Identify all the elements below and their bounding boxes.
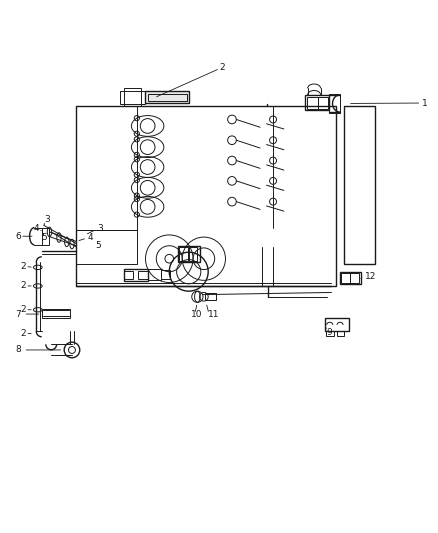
Bar (179, 247, 188, 261)
Bar (205, 293, 216, 300)
Bar (350, 273, 359, 282)
Text: 12: 12 (365, 272, 377, 281)
Bar (326, 330, 334, 336)
Bar (305, 95, 329, 110)
Bar (76, 230, 137, 264)
Text: 1: 1 (422, 99, 428, 108)
Text: 9: 9 (326, 328, 332, 337)
Bar (341, 273, 350, 282)
Text: 6: 6 (15, 232, 21, 241)
Text: 2: 2 (20, 262, 26, 271)
Bar (124, 88, 141, 107)
Bar (337, 330, 344, 336)
Bar (76, 107, 137, 230)
Bar (340, 272, 361, 284)
Bar (161, 270, 170, 279)
Text: 3: 3 (44, 215, 49, 224)
Bar (124, 269, 148, 281)
Bar (344, 107, 374, 264)
Bar (307, 96, 318, 109)
Bar (138, 271, 148, 279)
Text: 10: 10 (191, 310, 202, 319)
Bar (42, 309, 70, 318)
Bar (145, 91, 189, 103)
Text: 7: 7 (15, 310, 21, 319)
Text: 5: 5 (96, 241, 102, 250)
Bar (148, 269, 161, 280)
Bar (325, 318, 349, 332)
Text: 2: 2 (20, 329, 26, 338)
Bar (329, 93, 340, 113)
Bar (42, 228, 49, 245)
Text: 5: 5 (42, 232, 47, 241)
Bar (178, 246, 200, 262)
Bar (318, 96, 328, 109)
Bar (148, 93, 187, 101)
Bar (189, 247, 198, 261)
Text: 8: 8 (15, 345, 21, 354)
Text: 4: 4 (33, 224, 39, 233)
Text: 2: 2 (219, 63, 225, 72)
Text: 2: 2 (20, 281, 26, 290)
Text: 4: 4 (88, 232, 93, 241)
Bar (120, 91, 145, 104)
Text: 3: 3 (97, 224, 103, 233)
Bar (76, 107, 336, 286)
Text: 11: 11 (208, 310, 219, 319)
Text: 2: 2 (20, 305, 26, 314)
Bar (124, 271, 134, 279)
